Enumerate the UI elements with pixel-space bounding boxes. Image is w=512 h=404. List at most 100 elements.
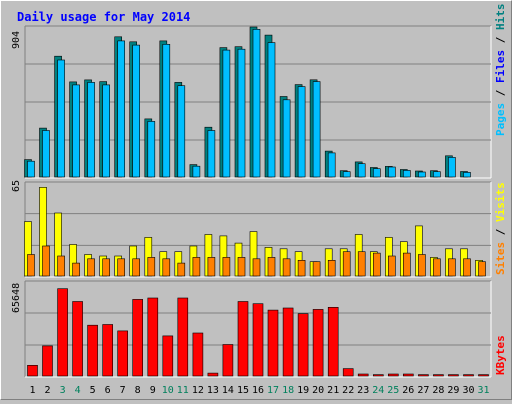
y-labels: 904 65 65648 xyxy=(11,31,22,313)
x-tick-label: 14 xyxy=(222,385,234,396)
x-tick-label: 13 xyxy=(207,385,219,396)
middle-sites-bar xyxy=(57,255,65,277)
x-tick-label: 8 xyxy=(135,385,141,396)
middle-sites-bar xyxy=(117,258,125,277)
middle-sites-bar xyxy=(433,258,441,277)
bottom-panel xyxy=(24,280,492,378)
bottom-kbytes-bar xyxy=(252,303,264,377)
bottom-kbytes-bar xyxy=(147,297,159,377)
middle-sites-bar xyxy=(448,258,456,277)
bottom-kbytes-bar xyxy=(27,364,38,377)
legend-sep-3: / xyxy=(494,222,507,242)
bottom-kbytes-bar xyxy=(57,288,68,377)
top-files-bar xyxy=(433,171,441,178)
top-files-bar xyxy=(342,171,351,178)
bottom-kbytes-bar xyxy=(448,374,459,377)
bottom-panel-ymax-label: 65648 xyxy=(11,283,22,313)
legend-hits: Hits xyxy=(494,4,507,31)
legend-files: Files xyxy=(494,50,507,83)
x-tick-label: 11 xyxy=(177,385,189,396)
bottom-kbytes-bar xyxy=(357,373,369,377)
middle-sites-bar xyxy=(87,258,95,277)
middle-sites-bar xyxy=(387,255,396,277)
top-files-bar xyxy=(402,170,411,178)
x-tick-label: 10 xyxy=(162,385,174,396)
top-files-bar xyxy=(297,86,306,178)
middle-sites-bar xyxy=(312,261,321,277)
x-tick-label: 4 xyxy=(75,385,81,396)
middle-sites-bar xyxy=(418,254,426,277)
bottom-kbytes-bar xyxy=(463,374,474,377)
top-files-bar xyxy=(327,152,336,178)
bottom-kbytes-bar xyxy=(132,299,143,377)
middle-sites-bar xyxy=(297,259,306,277)
middle-sites-bar xyxy=(192,257,201,277)
middle-sites-bar xyxy=(72,262,80,277)
top-panel-legend: Pages / Files / Hits xyxy=(494,4,507,137)
x-tick-label: 1 xyxy=(29,385,35,396)
x-tick-label: 26 xyxy=(402,385,414,396)
bottom-kbytes-bar xyxy=(162,335,174,377)
x-tick-label: 12 xyxy=(192,385,204,396)
middle-sites-bar xyxy=(147,257,156,277)
x-tick-label: 27 xyxy=(417,385,429,396)
middle-sites-bar xyxy=(463,258,471,277)
x-tick-label: 22 xyxy=(342,385,354,396)
top-files-bar xyxy=(117,40,125,178)
x-tick-label: 7 xyxy=(120,385,126,396)
top-panel xyxy=(24,25,492,179)
middle-sites-bar xyxy=(237,257,246,277)
top-files-bar xyxy=(387,166,396,178)
x-tick-label: 19 xyxy=(297,385,309,396)
top-files-bar xyxy=(312,81,321,178)
bottom-kbytes-bar xyxy=(282,307,294,377)
x-tick-label: 20 xyxy=(312,385,324,396)
x-tick-label: 5 xyxy=(90,385,96,396)
middle-sites-bar xyxy=(282,258,291,277)
bottom-kbytes-bar xyxy=(42,345,53,377)
chart-title: Daily usage for May 2014 xyxy=(17,10,190,24)
top-files-bar xyxy=(357,163,366,178)
middle-sites-bar xyxy=(267,257,276,277)
middle-sites-bar xyxy=(252,258,261,277)
x-tick-label: 23 xyxy=(357,385,369,396)
top-files-bar xyxy=(418,171,426,178)
top-files-bar xyxy=(102,84,110,178)
middle-panel xyxy=(24,181,492,278)
middle-sites-bar xyxy=(478,261,486,277)
bottom-kbytes-bar xyxy=(433,374,444,377)
top-files-bar xyxy=(207,130,216,178)
x-tick-label: 9 xyxy=(150,385,156,396)
bottom-kbytes-bar xyxy=(342,368,354,377)
bottom-kbytes-bar xyxy=(387,373,399,377)
top-files-bar xyxy=(72,84,80,178)
right-labels: Pages / Files / Hits Sites / Visits KByt… xyxy=(494,4,507,376)
top-files-bar xyxy=(372,168,381,178)
middle-sites-bar xyxy=(102,258,110,277)
legend-pages: Pages xyxy=(494,103,507,136)
x-tick-label: 21 xyxy=(327,385,339,396)
x-tick-label: 17 xyxy=(267,385,279,396)
middle-sites-bar xyxy=(207,257,216,277)
middle-sites-bar xyxy=(27,254,35,277)
bottom-kbytes-bar xyxy=(478,374,489,377)
bottom-kbytes-bar xyxy=(177,297,189,377)
middle-sites-bar xyxy=(132,258,140,277)
legend-sites: Sites xyxy=(494,242,507,275)
top-files-bar xyxy=(27,160,35,178)
bottom-kbytes-bar xyxy=(267,309,279,377)
top-files-bar xyxy=(267,42,276,178)
top-files-bar xyxy=(252,28,261,178)
legend-sep-1: / xyxy=(494,83,507,103)
top-files-bar xyxy=(177,85,186,178)
x-tick-label: 6 xyxy=(105,385,111,396)
bottom-kbytes-bar xyxy=(222,344,234,377)
legend-sep-2: / xyxy=(494,30,507,50)
x-tick-label: 15 xyxy=(237,385,249,396)
top-files-bar xyxy=(237,48,246,178)
middle-panel-legend: Sites / Visits xyxy=(494,182,507,275)
x-axis-labels: 1 2 3 4 5 6 7 8 9 10 11 12 13 14 15 16 17 18 19 20 21 22 23 24 2… xyxy=(29,385,489,396)
middle-sites-bar xyxy=(372,252,381,277)
